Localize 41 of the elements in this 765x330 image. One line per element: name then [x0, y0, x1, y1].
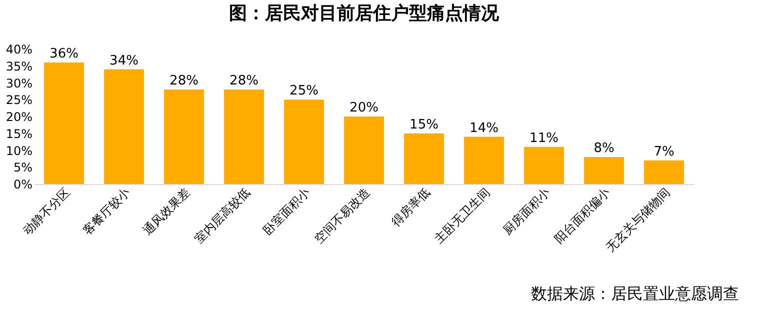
bar	[104, 69, 144, 184]
y-tick-label: 30%	[6, 76, 32, 90]
x-tick-label: 主卧无卫生间	[432, 185, 492, 246]
y-tick-label: 5%	[13, 160, 32, 175]
bar	[344, 116, 384, 184]
y-tick-label: 20%	[6, 110, 32, 124]
bar	[164, 90, 204, 184]
data-label: 36%	[50, 46, 78, 62]
data-label: 15%	[410, 117, 438, 132]
source-note: 数据来源：居民置业意愿调查	[531, 284, 739, 303]
bar	[224, 90, 264, 184]
data-label: 28%	[230, 74, 258, 88]
y-tick-label: 10%	[6, 144, 32, 158]
x-tick-label: 室内层高较低	[192, 185, 252, 246]
y-tick-label: 0%	[13, 178, 32, 192]
data-label: 34%	[110, 53, 138, 68]
x-tick-label: 客餐厅较小	[80, 185, 132, 238]
data-label: 14%	[470, 120, 498, 136]
x-tick-label: 得房率低	[388, 185, 432, 229]
x-tick-label: 空间不易改造	[312, 185, 372, 246]
bar	[644, 160, 684, 184]
data-label: 25%	[290, 84, 318, 99]
x-tick-label: 厨房面积小	[500, 185, 552, 238]
data-label: 28%	[170, 74, 198, 88]
bar	[44, 62, 84, 184]
bar	[404, 133, 444, 184]
bar	[524, 146, 564, 184]
y-tick-label: 25%	[6, 93, 32, 108]
data-label: 7%	[654, 144, 674, 160]
data-label: 20%	[350, 100, 378, 116]
y-tick-label: 35%	[6, 59, 32, 74]
bar	[584, 157, 624, 184]
y-tick-label: 40%	[6, 42, 32, 56]
bar	[284, 100, 324, 184]
data-label: 8%	[594, 141, 614, 156]
bar	[464, 136, 504, 184]
x-tick-label: 卧室面积小	[260, 185, 312, 238]
y-tick-label: 15%	[6, 126, 32, 141]
data-label: 11%	[530, 130, 558, 146]
x-tick-label: 通风效果差	[140, 185, 192, 238]
chart-title: 图：居民对目前居住户型痛点情况	[229, 3, 500, 24]
